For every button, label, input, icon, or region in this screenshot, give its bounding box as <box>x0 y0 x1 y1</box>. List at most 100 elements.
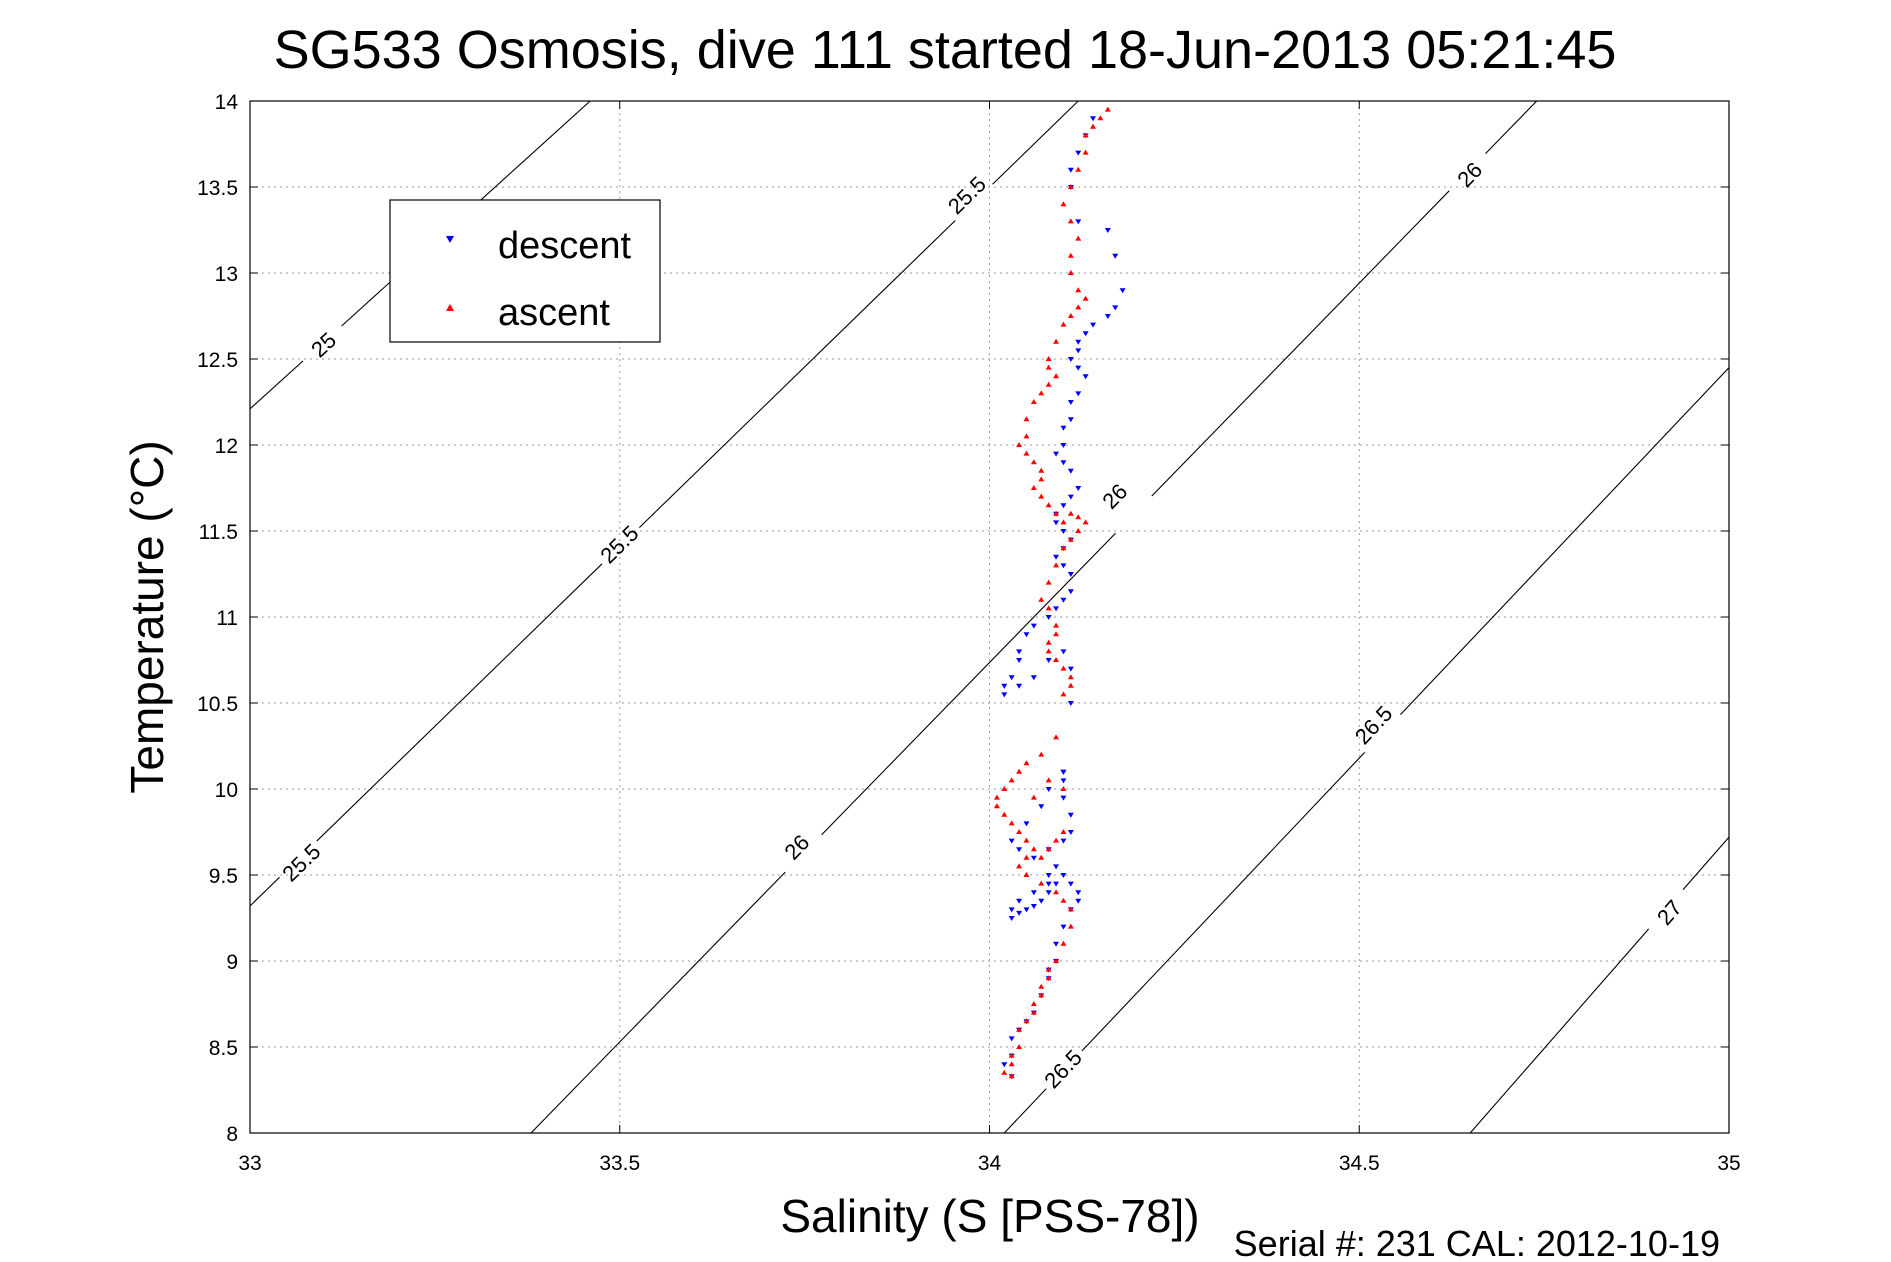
ascent-point <box>993 803 1000 809</box>
descent-point <box>1090 116 1097 122</box>
ascent-point <box>993 794 1000 800</box>
descent-point <box>1030 675 1037 681</box>
y-tick-label: 8.5 <box>209 1037 238 1060</box>
ascent-point <box>1090 123 1097 129</box>
legend-marker-ascent <box>446 304 454 311</box>
descent-point <box>1030 855 1037 861</box>
descent-point <box>1067 400 1074 405</box>
ascent-point <box>1082 149 1089 155</box>
ascent-point <box>1075 287 1082 293</box>
descent-point <box>1023 821 1030 827</box>
descent-point <box>1016 847 1023 853</box>
ascent-point <box>1038 476 1045 482</box>
y-axis-label: Temperature (°C) <box>121 440 173 793</box>
descent-point <box>1082 374 1089 380</box>
x-tick-label: 34.5 <box>1339 1152 1380 1175</box>
ascent-point <box>1104 106 1111 112</box>
descent-point <box>1075 219 1082 225</box>
ascent-point <box>1045 846 1052 852</box>
y-tick-label: 12.5 <box>197 349 238 372</box>
ascent-point <box>1008 1061 1015 1067</box>
descent-point <box>1016 649 1023 655</box>
descent-point <box>1060 425 1067 431</box>
descent-point <box>1008 907 1015 913</box>
descent-point <box>1075 150 1082 156</box>
descent-point <box>1045 881 1052 887</box>
ascent-point <box>1045 966 1052 972</box>
ascent-point <box>1023 872 1030 877</box>
descent-point <box>1023 907 1030 913</box>
ascent-point <box>1067 510 1074 516</box>
ascent-point <box>1023 760 1030 766</box>
descent-point <box>1067 589 1074 595</box>
x-axis-label: Salinity (S [PSS-78]) <box>780 1190 1199 1242</box>
descent-point <box>1067 167 1074 173</box>
density-contour-segment <box>1400 367 1730 715</box>
descent-point <box>1001 692 1008 698</box>
ascent-point <box>1060 665 1067 671</box>
descent-point <box>1053 881 1060 887</box>
descent-point <box>1067 666 1074 672</box>
ascent-point <box>1045 502 1052 508</box>
ascent-point <box>1023 450 1030 456</box>
ascent-point <box>1053 631 1060 637</box>
ascent-point <box>1075 514 1082 520</box>
ascent-point <box>1016 1026 1023 1032</box>
ascent-point <box>1053 622 1060 628</box>
ascent-point <box>1060 321 1067 327</box>
ascent-point <box>1016 442 1023 447</box>
y-tick-label: 11 <box>216 607 238 630</box>
ascent-point <box>1001 1069 1008 1075</box>
ascent-point <box>1023 837 1030 843</box>
ascent-point <box>1045 777 1052 783</box>
y-tick-label: 9.5 <box>209 865 238 888</box>
ascent-point <box>1008 820 1015 826</box>
descent-point <box>1060 529 1067 534</box>
descent-point <box>1053 606 1060 612</box>
density-contour-segment <box>1003 1088 1047 1134</box>
ascent-point <box>1067 313 1074 318</box>
ascent-point <box>1030 399 1037 404</box>
descent-point <box>1023 632 1030 638</box>
ascent-point <box>1030 846 1037 852</box>
ascent-point <box>1075 166 1082 172</box>
descent-point <box>1016 898 1023 904</box>
ascent-point <box>1053 657 1060 662</box>
legend: descent ascent <box>389 199 661 343</box>
ascent-point <box>1008 777 1015 783</box>
descent-point <box>1067 830 1074 835</box>
x-tick-label: 35 <box>1717 1152 1740 1175</box>
descent-point <box>1067 468 1074 474</box>
ascent-point <box>1082 295 1089 301</box>
ascent-point <box>1030 1001 1037 1006</box>
descent-point <box>1082 331 1089 337</box>
y-tick-label: 12 <box>215 435 238 458</box>
descent-point <box>1045 890 1052 896</box>
descent-point <box>1016 910 1023 916</box>
ascent-point <box>1038 854 1045 860</box>
descent-point <box>1075 486 1082 491</box>
density-contour-segment <box>638 220 956 528</box>
ascent-point <box>1023 854 1030 860</box>
ascent-point <box>1016 768 1023 774</box>
ascent-point <box>1060 545 1067 551</box>
ascent-point <box>1053 958 1060 963</box>
ascent-point <box>1030 1009 1037 1015</box>
data-points <box>993 106 1126 1080</box>
descent-point <box>1104 228 1111 233</box>
descent-point <box>1060 597 1067 603</box>
y-tick-label: 14 <box>215 91 239 114</box>
descent-point <box>1030 623 1037 629</box>
ascent-point <box>1067 218 1074 224</box>
ascent-point <box>1045 356 1052 361</box>
serial-cal-footer: Serial #: 231 CAL: 2012-10-19 <box>1234 1223 1720 1262</box>
ascent-point <box>1045 648 1052 654</box>
ascent-point <box>1075 528 1082 533</box>
x-tick-label: 34 <box>978 1152 1002 1175</box>
descent-point <box>1112 305 1119 311</box>
ascent-point <box>1038 880 1045 886</box>
ascent-point <box>1053 837 1060 843</box>
grid-lines <box>250 101 1729 1133</box>
